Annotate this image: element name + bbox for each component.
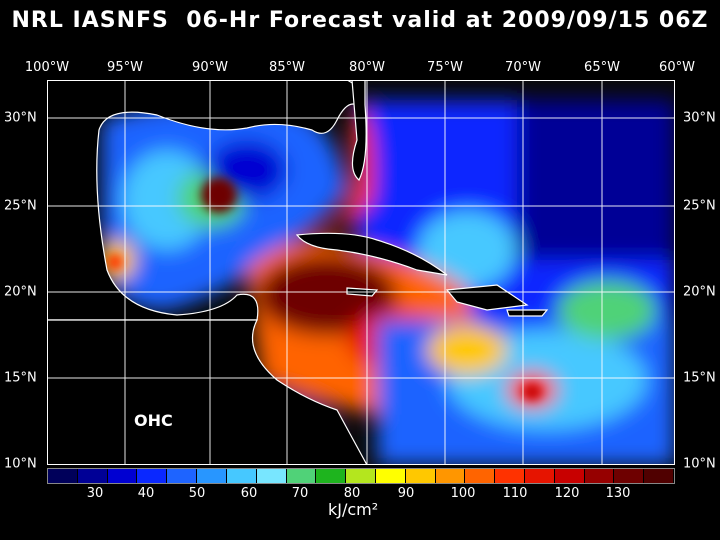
lat-label-right: 25°N: [683, 198, 716, 214]
colorbar-swatch: [405, 469, 436, 483]
lat-label-left: 20°N: [4, 284, 37, 300]
map-title: NRL IASNFS 06-Hr Forecast valid at 2009/…: [11, 8, 709, 33]
lon-label: 65°W: [584, 60, 620, 75]
colorbar-swatch: [465, 469, 496, 483]
colorbar-swatch: [48, 469, 78, 483]
colorbar-swatch: [167, 469, 198, 483]
colorbar-swatch: [495, 469, 525, 483]
colorbar-units: kJ/cm²: [328, 500, 379, 519]
map-frame: [47, 80, 675, 465]
colorbar-swatch: [316, 469, 347, 483]
lon-label: 90°W: [192, 60, 228, 75]
colorbar-swatch: [375, 469, 406, 483]
colorbar-tick-label: 60: [240, 486, 258, 501]
colorbar-swatch: [346, 469, 376, 483]
colorbar-tick-label: 50: [188, 486, 206, 501]
lat-label-right: 20°N: [683, 284, 716, 300]
lat-label-left: 15°N: [4, 370, 37, 386]
colorbar-tick-label: 70: [291, 486, 309, 501]
colorbar-swatch: [107, 469, 138, 483]
colorbar-tick-label: 130: [605, 486, 631, 501]
colorbar-swatch: [644, 469, 675, 483]
colorbar-tick-label: 110: [502, 486, 528, 501]
colorbar: [47, 468, 675, 484]
colorbar-tick-label: 100: [450, 486, 476, 501]
lon-label: 60°W: [659, 60, 695, 75]
lat-label-left: 30°N: [4, 110, 37, 126]
lon-label: 80°W: [349, 60, 385, 75]
colorbar-swatch: [256, 469, 287, 483]
lon-label: 85°W: [269, 60, 305, 75]
colorbar-swatch: [525, 469, 555, 483]
lat-label-left: 25°N: [4, 198, 37, 214]
lon-label: 100°W: [24, 60, 70, 75]
lon-label: 70°W: [505, 60, 541, 75]
colorbar-tick-label: 120: [554, 486, 580, 501]
colorbar-swatch: [614, 469, 645, 483]
graticule: [47, 80, 675, 465]
colorbar-swatch: [554, 469, 585, 483]
colorbar-tick-label: 40: [137, 486, 155, 501]
lat-label-left: 10°N: [4, 456, 37, 472]
colorbar-swatch: [137, 469, 168, 483]
colorbar-swatch: [77, 469, 108, 483]
colorbar-swatch: [197, 469, 227, 483]
lat-label-right: 10°N: [683, 456, 716, 472]
lon-label: 75°W: [427, 60, 463, 75]
colorbar-tick-label: 30: [86, 486, 104, 501]
colorbar-swatch: [286, 469, 317, 483]
lat-label-right: 30°N: [683, 110, 716, 126]
colorbar-swatch: [584, 469, 615, 483]
lat-label-right: 15°N: [683, 370, 716, 386]
ohc-map: [47, 80, 675, 465]
lon-label: 95°W: [107, 60, 143, 75]
colorbar-tick-label: 90: [397, 486, 415, 501]
colorbar-swatch: [226, 469, 257, 483]
field-label: OHC: [134, 411, 173, 430]
colorbar-swatch: [435, 469, 466, 483]
colorbar-tick-label: 80: [343, 486, 361, 501]
